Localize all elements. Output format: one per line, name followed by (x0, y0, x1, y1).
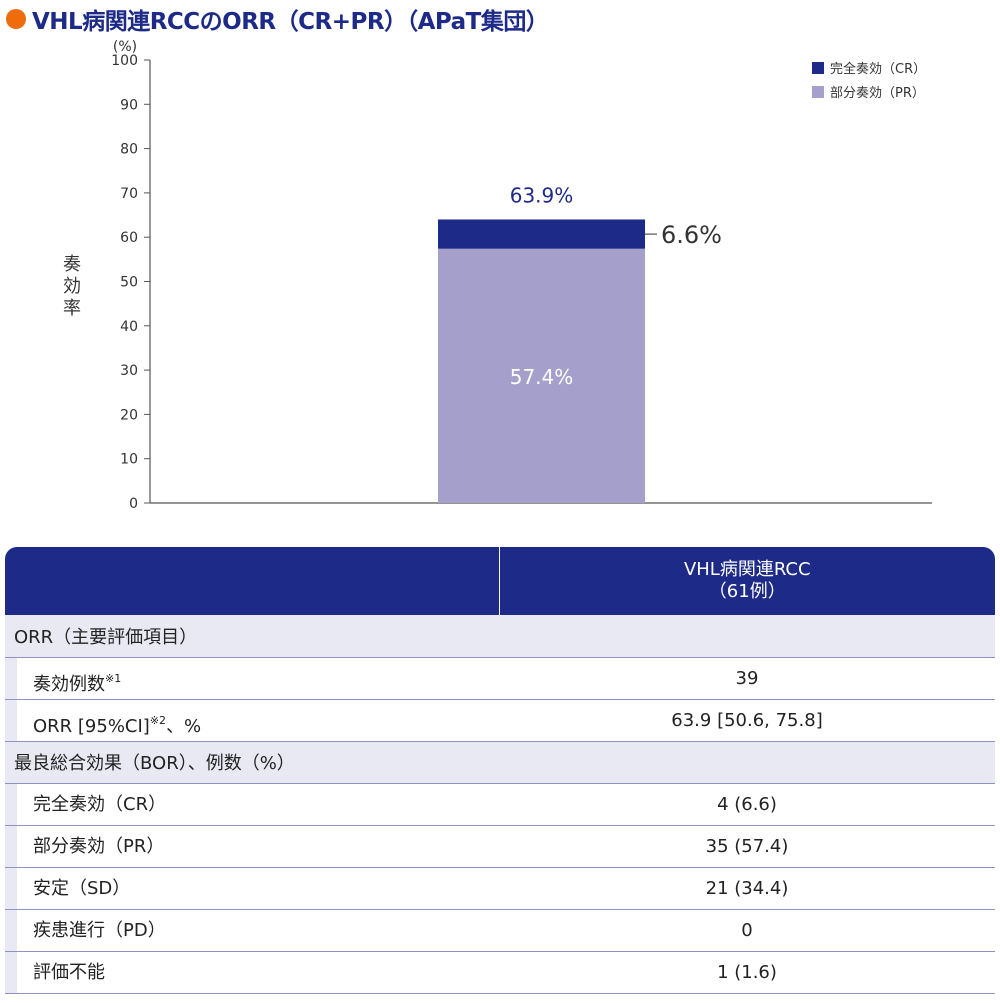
y-axis-title-char: 率 (63, 298, 81, 319)
legend-swatch (812, 62, 824, 74)
y-tick-label: 40 (120, 319, 138, 335)
row-label: 完全奏効（CR） (17, 783, 500, 825)
section-row-bor: 最良総合効果（BOR）、例数（%） (5, 741, 995, 784)
legend-label: 完全奏効（CR） (830, 61, 926, 77)
table-row: ORR [95%CI]※2、% 63.9 [50.6, 75.8] (5, 699, 995, 742)
row-label-cell: 評価不能 (5, 951, 500, 994)
table-row: 部分奏効（PR） 35 (57.4) (5, 825, 995, 868)
row-label-cell: 奏効例数※1 (5, 657, 500, 700)
row-label-cell: 部分奏効（PR） (5, 825, 500, 868)
table-header-empty (5, 547, 499, 615)
row-value: 0 (499, 909, 995, 952)
table-header-line2: （61例） (708, 581, 786, 602)
bar-label-pr: 57.4% (510, 365, 574, 389)
section-row-orr: ORR（主要評価項目） (5, 615, 995, 658)
table-row: 奏効例数※1 39 (5, 657, 995, 700)
title-bullet-icon (6, 9, 26, 29)
stacked-bar-chart: 0 10 20 30 40 50 60 70 80 90 100 (%) 奏効率 57.4% 6.6%… (63, 39, 932, 512)
y-tick-label: 60 (120, 230, 138, 246)
row-label-suffix: 、% (166, 715, 202, 737)
row-value: 63.9 [50.6, 75.8] (499, 699, 995, 742)
section-label-orr: ORR（主要評価項目） (5, 615, 995, 658)
chart-title: VHL病関連RCCのORR（CR+PR）（APaT集団） (32, 9, 549, 35)
row-value: 21 (34.4) (499, 867, 995, 910)
table-row: 疾患進行（PD） 0 (5, 909, 995, 952)
y-tick-label: 30 (120, 363, 138, 379)
title-row: VHL病関連RCCのORR（CR+PR）（APaT集団） (6, 2, 549, 36)
results-table: VHL病関連RCC （61例） ORR（主要評価項目） 奏効例数※1 39 OR… (5, 547, 995, 994)
row-label: 奏効例数 (33, 673, 105, 695)
row-label-cell: ORR [95%CI]※2、% (5, 699, 500, 742)
table-row: 安定（SD） 21 (34.4) (5, 867, 995, 910)
row-label-cell: 疾患進行（PD） (5, 909, 500, 952)
section-label-bor: 最良総合効果（BOR）、例数（%） (5, 741, 995, 784)
legend-swatch (812, 86, 824, 98)
table-row: 完全奏効（CR） 4 (6.6) (5, 783, 995, 826)
bar-total-label: 63.9% (510, 183, 574, 207)
bar-label-cr: 6.6% (661, 221, 722, 249)
y-tick-label: 20 (120, 407, 138, 423)
row-value: 35 (57.4) (499, 825, 995, 868)
row-value: 1 (1.6) (499, 951, 995, 994)
row-label: ORR [95%CI] (33, 715, 150, 737)
bars: 57.4% 6.6% 63.9% (438, 183, 722, 503)
y-tick-label: 70 (120, 186, 138, 202)
legend-label: 部分奏効（PR） (830, 86, 925, 101)
row-value: 39 (499, 657, 995, 700)
y-tick-label: 10 (120, 452, 138, 468)
legend: 完全奏効（CR） 部分奏効（PR） (812, 61, 926, 101)
bar-segment-pr (438, 248, 645, 503)
table-header-line1: VHL病関連RCC (683, 559, 811, 580)
row-label: 評価不能 (17, 951, 500, 993)
y-tick-label: 80 (120, 142, 138, 158)
row-label: 疾患進行（PD） (17, 909, 500, 951)
table-row: 評価不能 1 (1.6) (5, 951, 995, 994)
row-label: 安定（SD） (17, 867, 500, 909)
y-axis-title-char: 奏 (63, 254, 81, 275)
y-axis: 0 10 20 30 40 50 60 70 80 90 100 (111, 53, 932, 512)
y-tick-label: 0 (129, 496, 138, 512)
row-label-cell: 完全奏効（CR） (5, 783, 500, 826)
y-axis-title: 奏効率 (63, 254, 81, 319)
row-label: 部分奏効（PR） (17, 825, 500, 867)
y-tick-label: 50 (120, 275, 138, 291)
y-tick-label: 100 (111, 53, 138, 69)
y-axis-title-char: 効 (63, 276, 81, 297)
y-axis-unit-label: (%) (113, 39, 137, 55)
y-tick-label: 90 (120, 97, 138, 113)
bar-segment-cr (438, 219, 645, 249)
row-value: 4 (6.6) (499, 783, 995, 826)
footnote-marker: ※2 (149, 713, 167, 727)
footnote-marker: ※1 (105, 671, 122, 685)
table-header-group: VHL病関連RCC （61例） (498, 547, 995, 615)
row-label-cell: 安定（SD） (5, 867, 500, 910)
